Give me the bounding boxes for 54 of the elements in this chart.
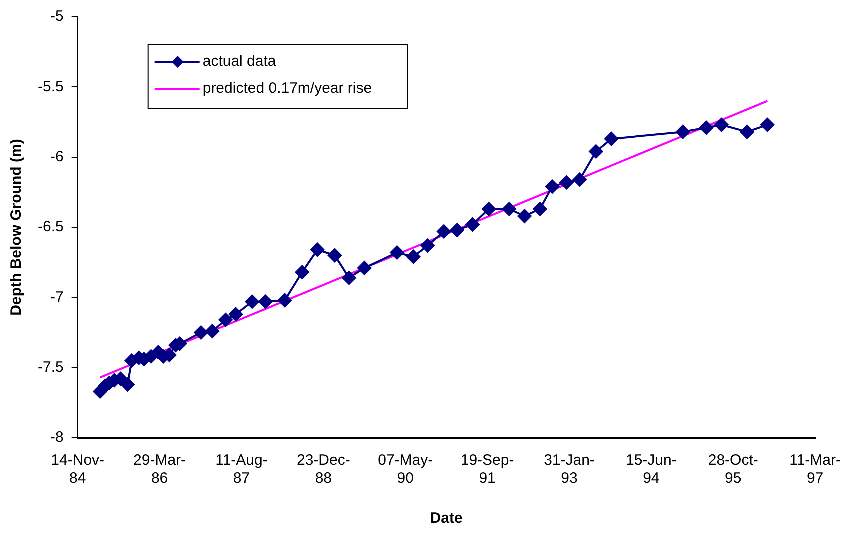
point [604,132,619,146]
point [245,294,260,309]
x-tick-label: 07-May-90 [378,452,434,488]
point [760,118,775,132]
point [437,224,452,239]
x-axis-title: Date [430,510,463,528]
x-tick-label: 11-Mar-97 [790,452,842,488]
point [518,209,532,224]
y-tick-label: -6.5 [38,218,64,236]
y-tick-label: -8 [50,429,64,446]
legend-label: actual data [202,53,277,70]
x-tick-label: 19-Sep-91 [460,452,514,488]
x-tick-label: 29-Mar-86 [134,452,186,488]
point [714,118,729,132]
point [560,176,574,190]
point [533,202,548,216]
point [218,313,233,328]
x-tick-label: 28-Oct-95 [708,452,758,488]
y-tick-label: -5.5 [38,78,64,96]
point [206,324,220,338]
y-tick-label: -7.5 [38,358,64,376]
x-tick-label: 23-Dec-88 [296,452,350,488]
x-tick-label: 14-Nov-84 [51,452,105,488]
point [572,172,587,187]
point [390,246,404,260]
point [482,202,496,216]
point [699,120,714,135]
point [545,180,560,194]
y-tick-label: -5 [50,8,64,26]
x-tick-label: 15-Jun-94 [626,452,677,488]
y-tick-label: -6 [50,148,64,166]
point [342,271,356,286]
point [450,223,464,238]
x-tick-label: 31-Jan-93 [544,452,595,488]
point [589,144,604,159]
legend-label: predicted 0.17m/year rise [202,80,372,98]
point [502,202,517,216]
point [228,308,243,322]
point [310,242,325,257]
point [358,261,372,276]
x-tick-label: 11-Aug-87 [216,452,268,488]
point [194,326,208,340]
y-axis-title: Depth Below Ground (m) [8,139,26,316]
y-tick-label: -7 [50,288,64,306]
point [120,378,135,392]
point [466,218,480,232]
point [328,248,342,263]
point [420,238,435,253]
point [278,293,292,308]
point [676,125,690,140]
point [406,250,421,264]
point [295,265,310,280]
point [258,294,273,309]
point [740,125,754,140]
